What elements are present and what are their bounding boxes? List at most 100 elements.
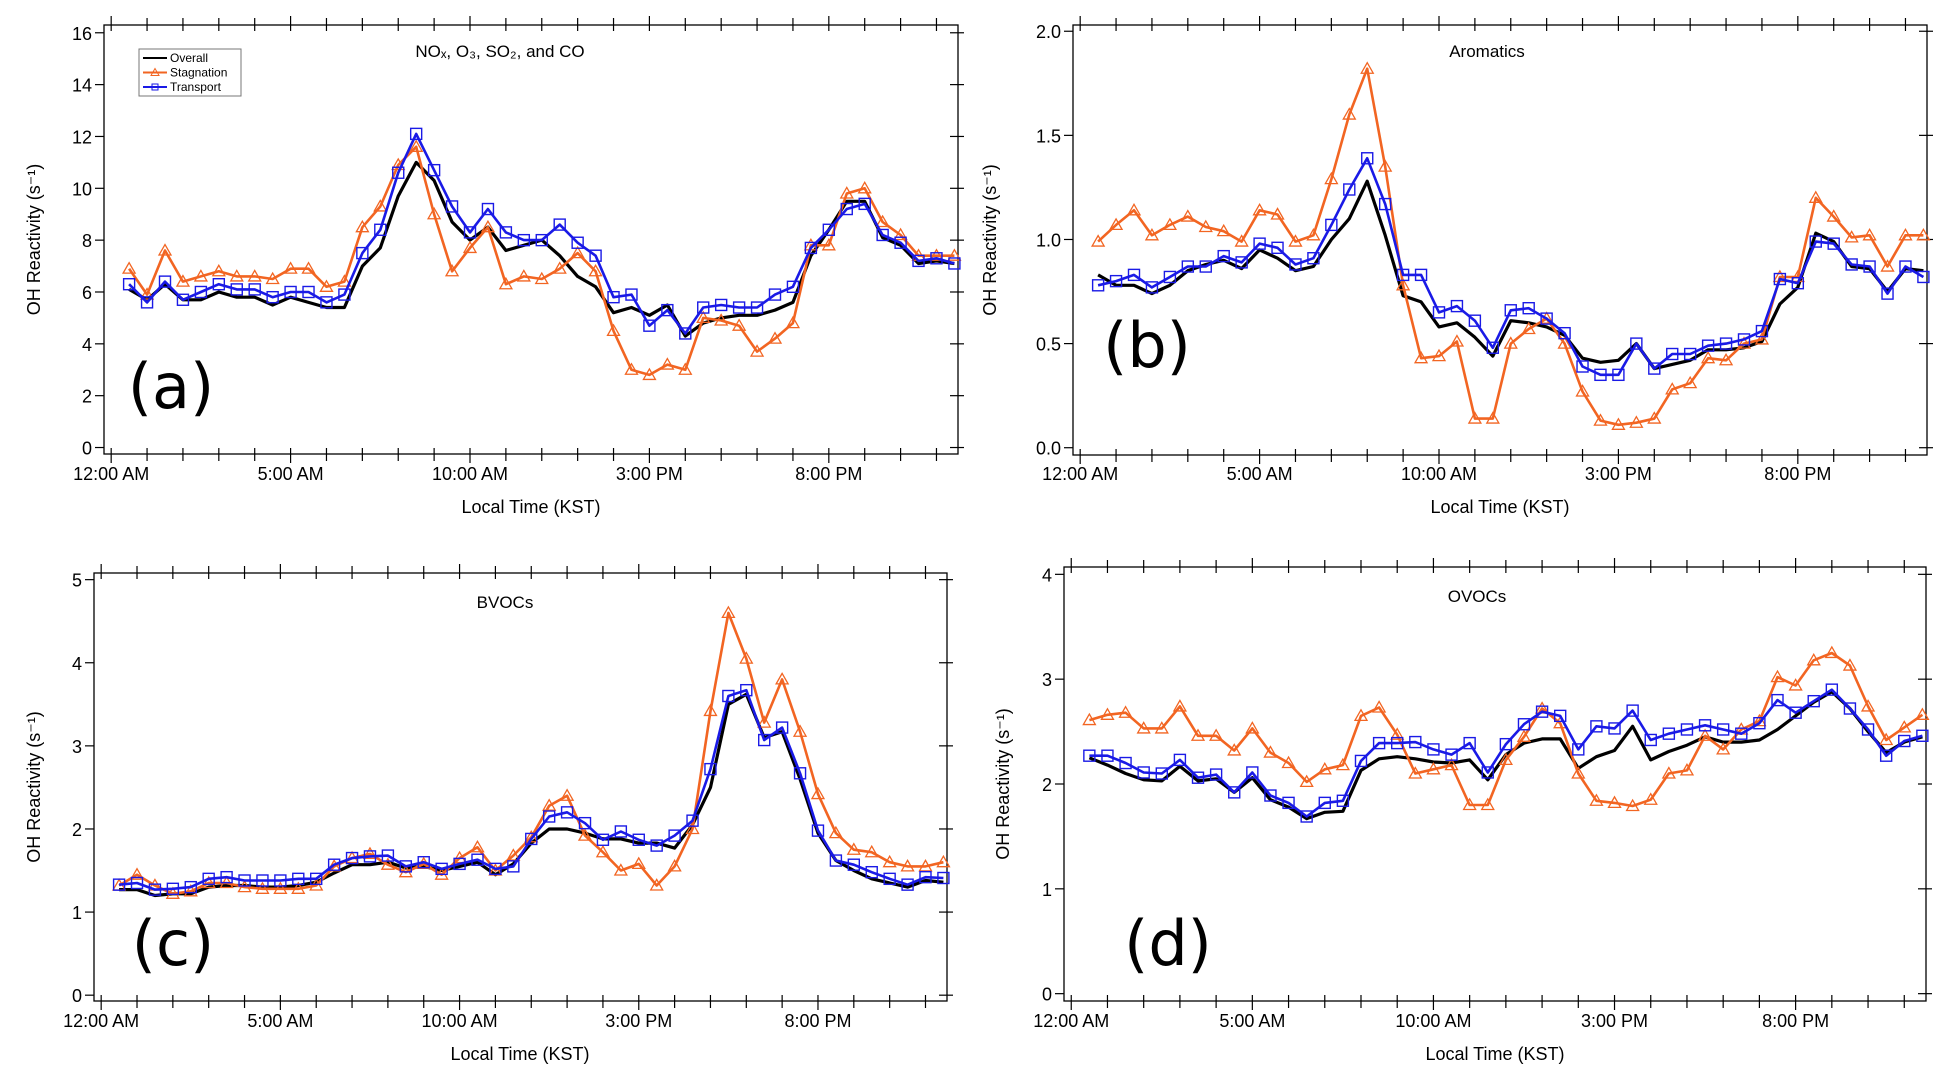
data-point-transport (399, 860, 413, 873)
data-point-stagnation (1198, 219, 1213, 233)
y-tick-label: 0 (82, 439, 92, 459)
data-point-transport (499, 226, 513, 239)
data-point-stagnation (1467, 411, 1483, 424)
x-tick-label: 8:00 PM (1762, 1011, 1829, 1031)
series-line-stagnation (1089, 651, 1924, 808)
data-point-transport (750, 301, 764, 314)
data-point-transport (1181, 260, 1195, 273)
data-point-transport (625, 288, 638, 301)
data-point-stagnation (749, 344, 765, 357)
data-point-stagnation (1826, 209, 1841, 222)
data-point-stagnation (1263, 745, 1278, 758)
data-point-transport (912, 254, 925, 268)
data-point-stagnation (247, 269, 262, 282)
data-point-transport (220, 870, 233, 884)
series-transport (1083, 683, 1929, 823)
data-point-stagnation (409, 139, 424, 152)
data-point-stagnation (1880, 259, 1895, 272)
data-point-stagnation (821, 238, 836, 251)
data-point-stagnation (1245, 721, 1260, 734)
data-point-stagnation (265, 271, 280, 285)
series-stagnation (121, 139, 962, 381)
data-point-transport (1735, 727, 1748, 740)
data-point-transport (1409, 735, 1422, 749)
data-point-transport (176, 293, 190, 306)
data-point-transport (1427, 743, 1440, 756)
data-point-stagnation (649, 878, 664, 891)
series-line-stagnation (128, 145, 955, 377)
data-point-stagnation (731, 318, 747, 331)
data-point-transport (679, 327, 692, 340)
data-point-transport (1827, 237, 1840, 250)
data-point-transport (948, 257, 961, 270)
data-point-stagnation (1643, 792, 1658, 805)
data-point-transport (686, 814, 699, 827)
panel-c (85, 564, 953, 1010)
data-point-transport (1666, 347, 1679, 361)
data-point-transport (661, 303, 674, 317)
data-point-transport (786, 280, 800, 294)
data-point-transport (194, 285, 208, 299)
data-point-transport (811, 824, 825, 837)
data-point-stagnation (918, 859, 933, 872)
y-tick-label: 0 (72, 986, 82, 1006)
data-point-transport (1753, 716, 1766, 730)
data-point-transport (1336, 794, 1350, 807)
data-point-stagnation (900, 859, 915, 872)
data-point-transport (417, 856, 430, 869)
y-tick-label: 5 (72, 571, 82, 591)
data-point-transport (1701, 339, 1715, 352)
data-point-transport (1572, 743, 1585, 756)
data-point-transport (1091, 279, 1105, 292)
data-point-stagnation (893, 227, 908, 241)
data-point-transport (1228, 786, 1241, 799)
data-point-transport (130, 876, 144, 890)
data-point-transport (1608, 722, 1621, 735)
data-point-transport (1372, 736, 1386, 750)
data-point-stagnation (882, 854, 897, 868)
series-transport (122, 127, 961, 340)
data-point-transport (1264, 789, 1277, 802)
data-point-transport (274, 874, 287, 887)
data-point-stagnation (1862, 228, 1877, 241)
data-point-stagnation (875, 214, 890, 228)
data-point-stagnation (767, 331, 783, 344)
data-point-stagnation (1879, 732, 1894, 746)
panel-d (1055, 558, 1932, 1010)
data-point-transport (1648, 362, 1661, 375)
panel-a (95, 16, 964, 463)
data-point-stagnation (1916, 228, 1931, 241)
data-point-transport (1199, 260, 1212, 273)
data-point-transport (310, 872, 323, 886)
data-point-transport (427, 163, 441, 177)
data-point-stagnation (175, 274, 191, 287)
data-point-transport (1468, 314, 1482, 327)
data-point-stagnation (1371, 700, 1387, 713)
panel-letter: (c) (132, 907, 214, 980)
panel-letter: (d) (1124, 907, 1212, 980)
data-point-stagnation (1611, 417, 1626, 430)
data-point-stagnation (283, 261, 298, 274)
data-point-stagnation (1842, 658, 1858, 671)
data-point-stagnation (1444, 757, 1459, 771)
data-point-stagnation (1360, 61, 1375, 74)
data-point-transport (937, 871, 950, 885)
data-point-transport (1396, 268, 1410, 282)
data-point-transport (1791, 277, 1805, 290)
data-point-transport (1861, 723, 1875, 736)
data-point-stagnation (1306, 228, 1321, 241)
data-point-stagnation (1736, 336, 1752, 349)
y-tick-label: 3 (72, 737, 82, 757)
data-point-transport (463, 226, 477, 239)
series-stagnation (111, 605, 951, 899)
data-point-stagnation (1324, 171, 1339, 185)
data-point-transport (212, 278, 226, 291)
data-point-stagnation (588, 263, 603, 277)
data-point-transport (1683, 347, 1697, 361)
data-point-stagnation (810, 786, 826, 800)
data-point-transport (1809, 235, 1822, 248)
y-tick-label: 2.0 (1036, 22, 1061, 42)
data-point-transport (1191, 771, 1205, 784)
data-point-transport (184, 880, 197, 894)
